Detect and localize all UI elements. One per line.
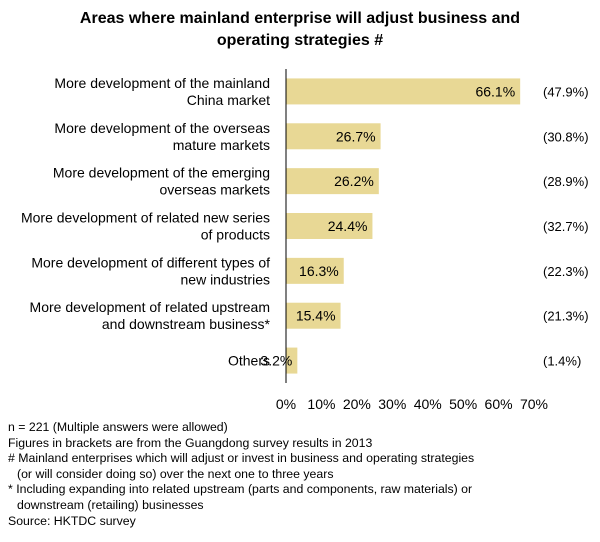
value-label-4: 24.4% <box>328 218 368 234</box>
note-hash-continued: (or will consider doing so) over the nex… <box>17 466 334 481</box>
x-tick-label-2: 20% <box>343 396 371 412</box>
comparison-label-4: (32.7%) <box>543 219 589 234</box>
bar-2 <box>286 123 381 150</box>
comparison-label-7: (1.4%) <box>543 354 581 369</box>
bar-7 <box>286 347 298 374</box>
chart-notes: n = 221 (Multiple answers were allowed) … <box>8 420 598 529</box>
x-tick-label-3: 30% <box>378 396 406 412</box>
bar-4 <box>286 213 373 239</box>
category-label-5: More development of different types of ne… <box>31 254 270 287</box>
note-asterisk: * Including expanding into related upstr… <box>8 482 473 497</box>
category-label-6: More development of related upstream and … <box>30 299 271 332</box>
bar-3 <box>286 168 379 195</box>
bar-6 <box>286 302 341 329</box>
chart-title-line-1: Areas where mainland enterprise will adj… <box>79 10 521 27</box>
bar-5 <box>286 257 344 284</box>
bar-1 <box>286 78 521 105</box>
x-tick-label-1: 10% <box>307 396 335 412</box>
x-tick-label-7: 70% <box>520 396 548 412</box>
category-label-7: Others <box>228 353 270 369</box>
x-tick-label-5: 50% <box>449 396 477 412</box>
value-label-1: 66.1% <box>475 83 515 99</box>
category-label-3: More development of the emerging overseas… <box>53 165 270 198</box>
x-tick-label-6: 60% <box>485 396 513 412</box>
comparison-label-6: (21.3%) <box>543 309 589 324</box>
note-asterisk-continued: downstream (retailing) businesses <box>17 497 204 512</box>
category-label-1: More development of the mainland China ma… <box>54 75 270 108</box>
x-tick-label-4: 40% <box>414 396 442 412</box>
bar-chart: 66.1% (47.9%) More development of the main… <box>21 69 589 412</box>
note-sample-size: n = 221 (Multiple answers were allowed) <box>8 420 228 434</box>
chart-title-line-2: operating strategies # <box>216 32 384 49</box>
comparison-label-2: (30.8%) <box>543 129 589 144</box>
value-label-7: 3.2% <box>260 353 292 369</box>
note-source: Source: HKTDC survey <box>8 513 136 528</box>
comparison-label-1: (47.9%) <box>543 84 589 99</box>
category-label-4: More development of related new series of… <box>21 210 270 243</box>
value-label-5: 16.3% <box>299 263 339 279</box>
x-tick-label-0: 0% <box>276 396 296 412</box>
note-hash: # Mainland enterprises which will adjust… <box>8 451 475 466</box>
value-label-2: 26.7% <box>336 128 376 144</box>
comparison-label-3: (28.9%) <box>543 174 589 189</box>
category-label-2: More development of the overseas mature m… <box>54 120 270 153</box>
chart-title: Areas where mainland enterprise will adj… <box>0 8 600 52</box>
comparison-label-5: (22.3%) <box>543 264 589 279</box>
value-label-3: 26.2% <box>334 173 374 189</box>
note-brackets: Figures in brackets are from the Guangdo… <box>8 435 373 450</box>
value-label-6: 15.4% <box>296 308 336 324</box>
